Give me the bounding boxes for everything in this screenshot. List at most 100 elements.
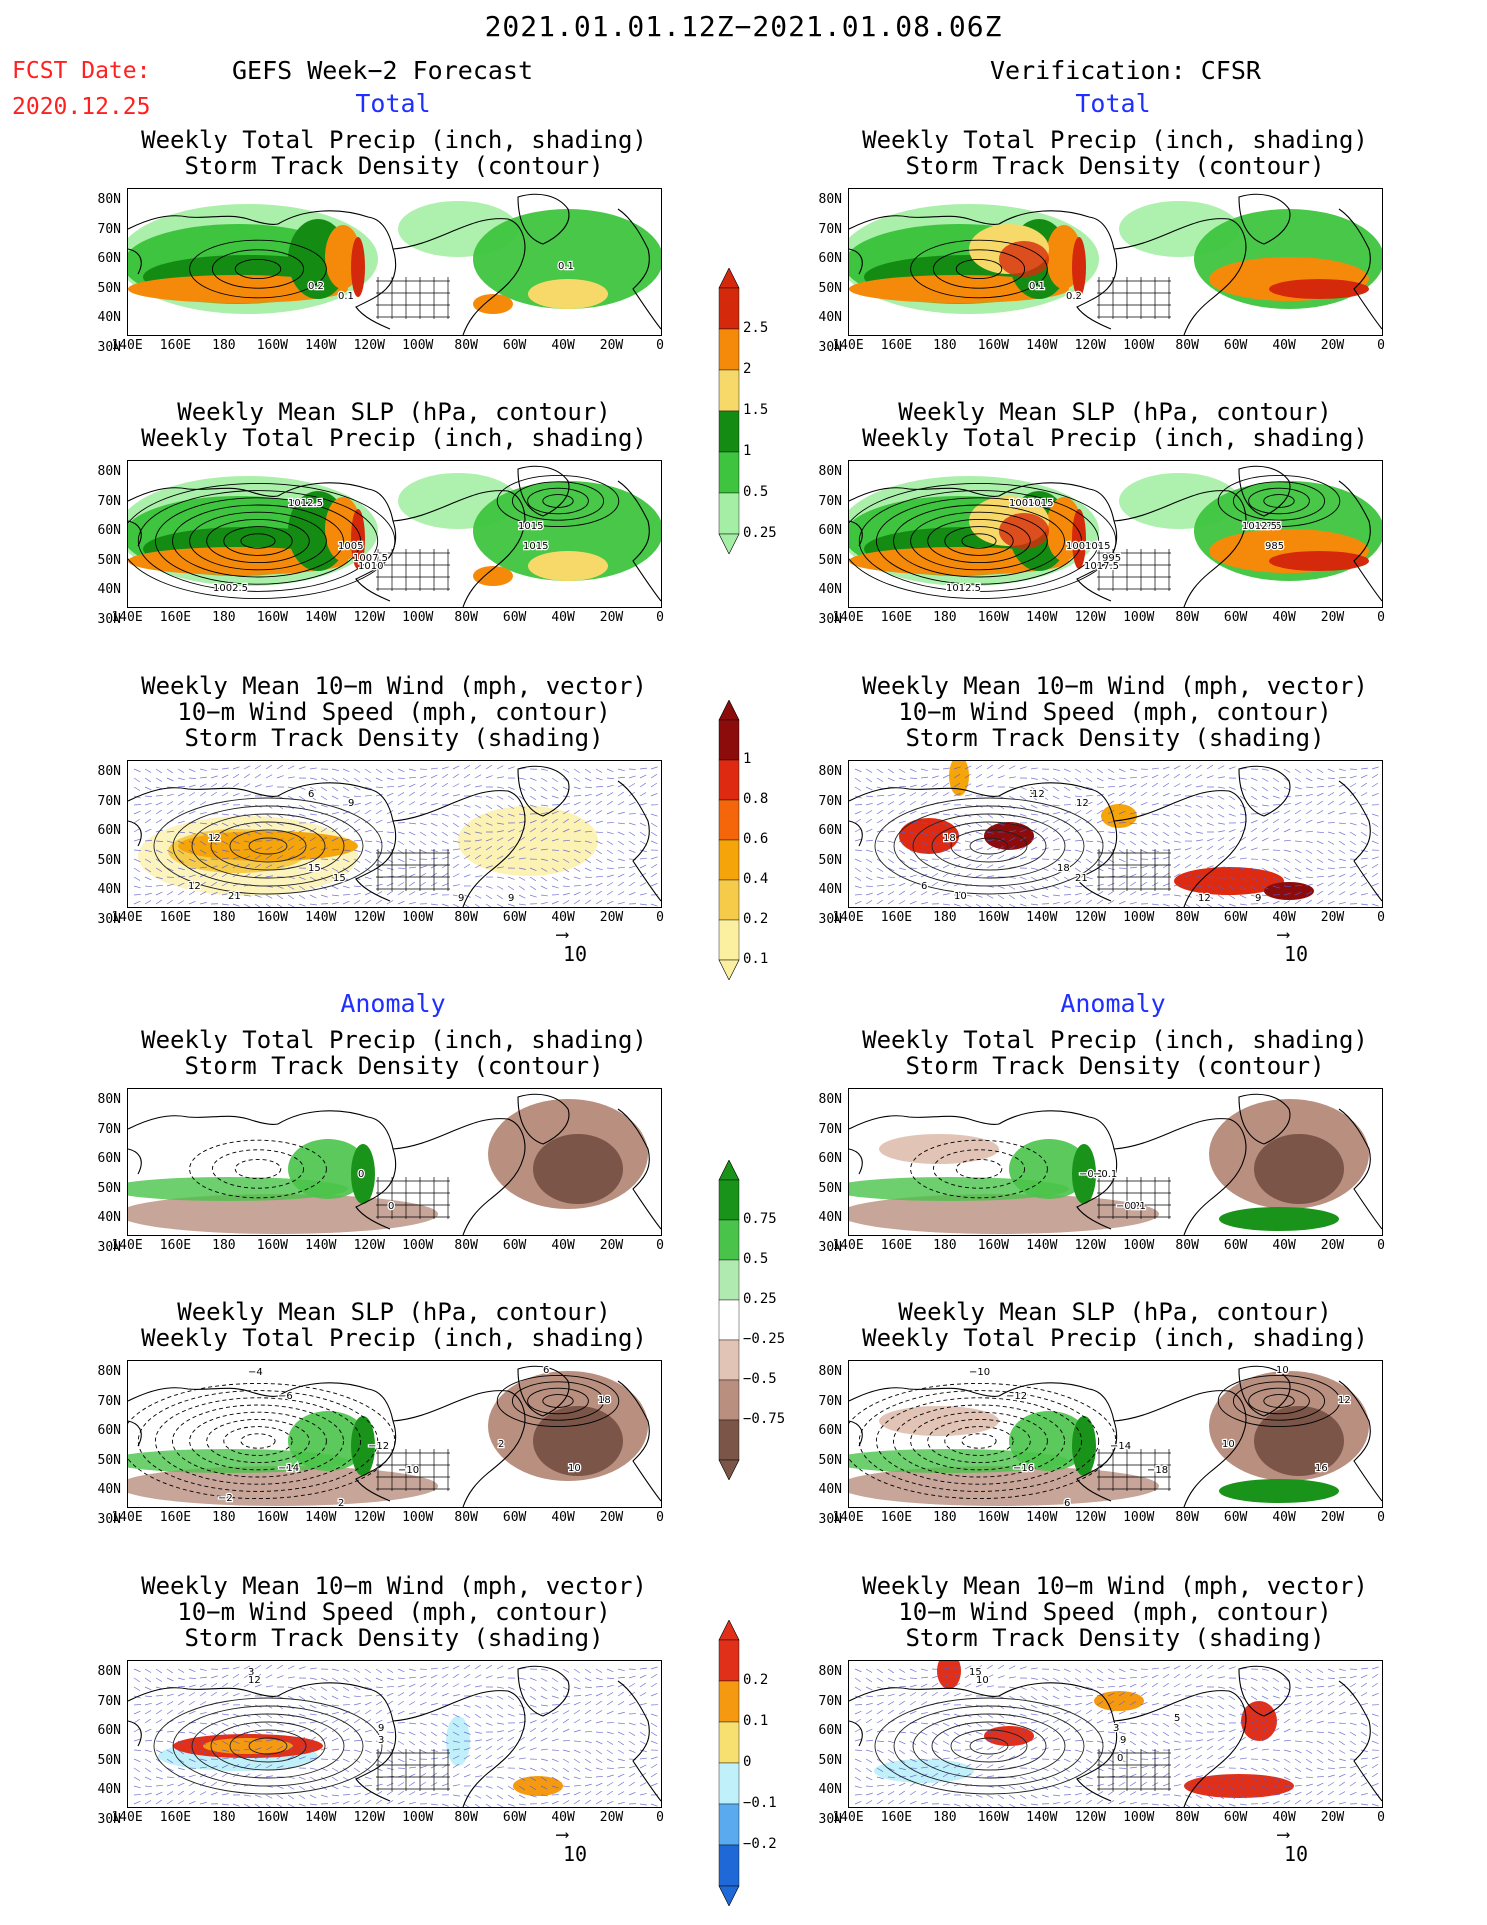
- map-panel-L-2: 6 9 12 15 15 21 12 9 9: [127, 760, 662, 908]
- precip-shade: [528, 279, 608, 309]
- lon-tick-label: 180: [212, 910, 236, 925]
- lon-tick-label: 60W: [1223, 338, 1248, 353]
- wind-vectors: [133, 1664, 659, 1807]
- lon-tick-label: 160W: [977, 1510, 1010, 1525]
- coastline: [849, 465, 1382, 607]
- lat-tick-label: 60N: [97, 251, 121, 266]
- lon-tick-label: 0: [1377, 1238, 1385, 1253]
- storm-contours: [910, 1139, 1048, 1199]
- lon-tick-label: 100W: [1123, 1238, 1155, 1253]
- lon-tick-label: 80W: [1175, 1510, 1199, 1525]
- panel-title-R-5-0: Weekly Mean 10−m Wind (mph, vector): [862, 1572, 1368, 1600]
- lon-tick-label: 140W: [305, 910, 337, 925]
- lat-tick-label: 50N: [818, 852, 842, 868]
- contour-label: 12: [1338, 1395, 1351, 1406]
- lon-tick-label: 140E: [832, 610, 864, 625]
- colorbar-label: 0.1: [743, 1713, 769, 1729]
- precip-anom-shade: [128, 1466, 438, 1506]
- lat-tick-label: 60N: [97, 823, 121, 838]
- left-column-title: GEFS Week−2 Forecast: [232, 56, 534, 85]
- lon-tick-label: 80W: [454, 1510, 478, 1525]
- lon-tick-label: 140W: [1026, 1810, 1058, 1825]
- colorbar-precip-total: [718, 268, 740, 554]
- contour-label: 2: [498, 1439, 504, 1450]
- lon-tick-label: 100W: [402, 610, 434, 625]
- lat-tick-label: 30N: [97, 339, 121, 355]
- fcst-label: FCST Date:: [12, 58, 151, 84]
- map-canvas: −10 −12 −16 −14 −18 6 10 12 16 10: [849, 1364, 1382, 1507]
- contour-label: 9: [458, 893, 464, 904]
- contour-label: 995: [1102, 553, 1121, 564]
- lon-tick-label: 20W: [1320, 610, 1345, 625]
- precip-anom-shade: [1072, 1144, 1096, 1204]
- colorbar-segment: [718, 1160, 740, 1181]
- slp-contours: [128, 1382, 396, 1500]
- lon-tick-label: 160E: [159, 338, 192, 353]
- lat-tick-label: 80N: [97, 1092, 121, 1107]
- lon-tick-label: 0: [656, 610, 664, 625]
- colorbar-segment: [718, 1339, 740, 1381]
- lon-tick-label: 100W: [402, 1810, 434, 1825]
- speed-contours: [153, 797, 383, 895]
- precip-anom-shade: [849, 1194, 1159, 1234]
- lon-tick-label: 180: [212, 1238, 236, 1253]
- colorbar-segment: [718, 799, 740, 841]
- lon-tick-label: 60W: [1223, 1510, 1248, 1525]
- contour-label: 1010: [358, 561, 383, 572]
- lon-tick-label: 140W: [1026, 610, 1058, 625]
- lon-tick-label: 40W: [1272, 610, 1296, 625]
- contour-label: 16: [1315, 1463, 1328, 1474]
- contour-label: 985: [1265, 541, 1284, 552]
- speed-contours: [874, 797, 1104, 895]
- lat-tick-label: 60N: [818, 823, 842, 838]
- panel-title-R-0-1: Storm Track Density (contour): [905, 152, 1325, 180]
- lon-tick-label: 60W: [1223, 610, 1248, 625]
- lon-tick-label: 120W: [353, 1510, 385, 1525]
- section-total-right: Total: [1075, 89, 1151, 118]
- lat-tick-label: 30N: [818, 911, 842, 927]
- lon-tick-label: 160W: [256, 338, 289, 353]
- colorbar-label: 1: [743, 751, 752, 767]
- map-canvas: −0.1 −0.2 −0.1 0.1: [849, 1093, 1382, 1235]
- vector-reference-arrow: ⟶ 10: [1278, 1824, 1309, 1867]
- lat-tick-label: 60N: [818, 251, 842, 266]
- lon-tick-label: 60W: [502, 610, 527, 625]
- lat-tick-label: 40N: [97, 582, 121, 597]
- panel-title-L-1-0: Weekly Mean SLP (hPa, contour): [177, 398, 611, 426]
- panel-title-R-0-0: Weekly Total Precip (inch, shading): [862, 126, 1368, 154]
- colorbar-segment: [718, 328, 740, 371]
- colorbar-segment: [718, 1179, 740, 1221]
- contour-label: 0.1: [558, 261, 574, 272]
- contour-label: −10: [398, 1465, 419, 1476]
- wind-vectors: [133, 764, 659, 907]
- lon-tick-label: 180: [933, 1810, 957, 1825]
- contour-label: 12: [208, 833, 221, 844]
- lon-tick-label: 180: [212, 1810, 236, 1825]
- lon-tick-label: 20W: [1320, 1810, 1345, 1825]
- vector-reference-arrow: ⟶ 10: [557, 1824, 588, 1867]
- lat-tick-label: 30N: [97, 1239, 121, 1255]
- storm-anom-shade: [446, 1716, 470, 1766]
- storm-shade: [899, 818, 959, 854]
- slp-contours: [849, 482, 1117, 600]
- contour-label: 1005: [338, 541, 363, 552]
- panel-title-L-3-0: Weekly Total Precip (inch, shading): [141, 1026, 647, 1054]
- lon-tick-label: 180: [212, 338, 236, 353]
- wind-vectors: [854, 1664, 1380, 1807]
- precip-anom-shade: [1254, 1406, 1344, 1476]
- map-panel-R-2: 3 12 18 21 18 10 6 12 9 12: [848, 760, 1383, 908]
- lon-tick-label: 40W: [1272, 1510, 1296, 1525]
- lat-tick-label: 40N: [818, 310, 842, 325]
- lon-tick-label: 180: [933, 910, 957, 925]
- contour-label: 9: [1120, 1735, 1126, 1746]
- colorbar-label: −0.25: [743, 1331, 786, 1347]
- coastline: [128, 765, 661, 907]
- precip-anom-shade: [1219, 1479, 1339, 1503]
- colorbar-label: 0.25: [743, 1291, 777, 1307]
- vector-reference-value: 10: [563, 942, 588, 966]
- panel-title-R-5-2: Storm Track Density (shading): [905, 1624, 1325, 1652]
- map-canvas: 0.2 0.1 0.1: [128, 193, 661, 335]
